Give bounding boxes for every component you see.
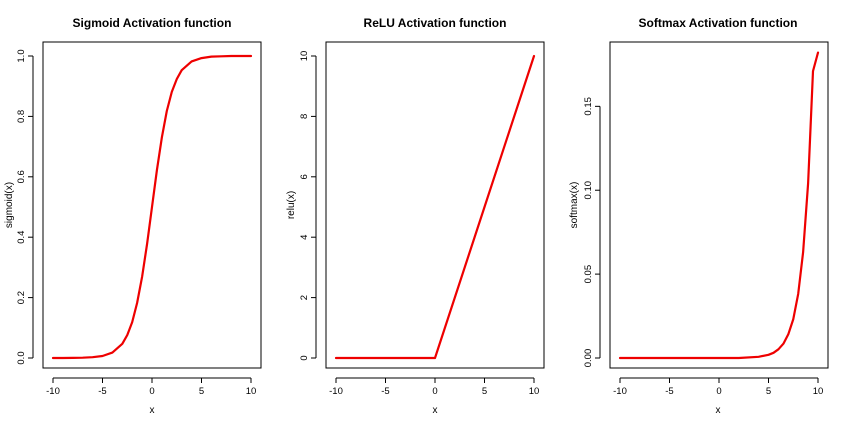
y-axis-label-softmax: softmax(x) [569, 182, 580, 229]
x-tick-label: 10 [246, 386, 257, 397]
y-tick-label: 0.4 [16, 231, 27, 244]
x-axis-label-sigmoid: x [150, 405, 155, 416]
y-tick-label: 4 [299, 235, 310, 240]
y-tick-label: 0.10 [583, 181, 594, 200]
y-tick-label: 1.0 [16, 49, 27, 62]
y-axis-relu: 0 2 4 6 8 10 [299, 51, 317, 361]
x-tick-label: -5 [98, 386, 106, 397]
x-tick-label: 10 [813, 386, 824, 397]
y-tick-label: 6 [299, 174, 310, 179]
y-tick-label: 0.15 [583, 97, 594, 116]
y-tick-label: 0.05 [583, 265, 594, 284]
y-tick-label: 8 [299, 114, 310, 119]
y-tick-label: 0.6 [16, 170, 27, 183]
chart-title-softmax: Softmax Activation function [639, 16, 798, 30]
chart-title-sigmoid: Sigmoid Activation function [73, 16, 232, 30]
x-axis-label-softmax: x [716, 405, 721, 416]
panel-sigmoid: Sigmoid Activation function x sigmoid(x)… [4, 16, 262, 416]
x-axis-sigmoid: -10 -5 0 5 10 [46, 377, 257, 397]
x-tick-label: 0 [432, 386, 437, 397]
y-tick-label: 0.0 [16, 351, 27, 364]
plot-frame-sigmoid [42, 41, 262, 369]
x-tick-label: -10 [46, 386, 60, 397]
x-tick-label: 0 [716, 386, 721, 397]
x-tick-label: -10 [613, 386, 627, 397]
x-tick-label: 5 [482, 386, 487, 397]
panel-softmax: Softmax Activation function x softmax(x)… [569, 16, 829, 416]
panel-relu: ReLU Activation function x relu(x) -10 -5… [286, 16, 545, 416]
x-tick-label: 5 [766, 386, 771, 397]
x-tick-label: 10 [529, 386, 540, 397]
series-line-relu [334, 54, 536, 360]
y-tick-label: 0.8 [16, 110, 27, 123]
chart-title-relu: ReLU Activation function [364, 16, 507, 30]
x-axis-label-relu: x [433, 405, 438, 416]
y-axis-softmax: 0.00 0.05 0.10 0.15 [583, 97, 601, 368]
x-axis-relu: -10 -5 0 5 10 [329, 377, 540, 397]
y-tick-label: 10 [299, 51, 310, 62]
y-axis-sigmoid: 0.0 0.2 0.4 0.6 0.8 1.0 [16, 49, 34, 365]
plot-frame-relu [325, 41, 545, 369]
x-axis-softmax: -10 -5 0 5 10 [613, 377, 824, 397]
y-tick-label: 0.2 [16, 291, 27, 304]
plot-frame-softmax [609, 41, 829, 369]
y-axis-label-relu: relu(x) [286, 191, 297, 219]
x-tick-label: -5 [665, 386, 673, 397]
series-line-sigmoid [51, 54, 253, 360]
y-tick-label: 0.00 [583, 349, 594, 368]
y-axis-label-sigmoid: sigmoid(x) [4, 182, 15, 228]
y-tick-label: 2 [299, 295, 310, 300]
series-line-softmax [618, 51, 820, 360]
x-tick-label: -10 [329, 386, 343, 397]
x-tick-label: 0 [149, 386, 154, 397]
y-tick-label: 0 [299, 355, 310, 360]
x-tick-label: 5 [199, 386, 204, 397]
x-tick-label: -5 [381, 386, 389, 397]
